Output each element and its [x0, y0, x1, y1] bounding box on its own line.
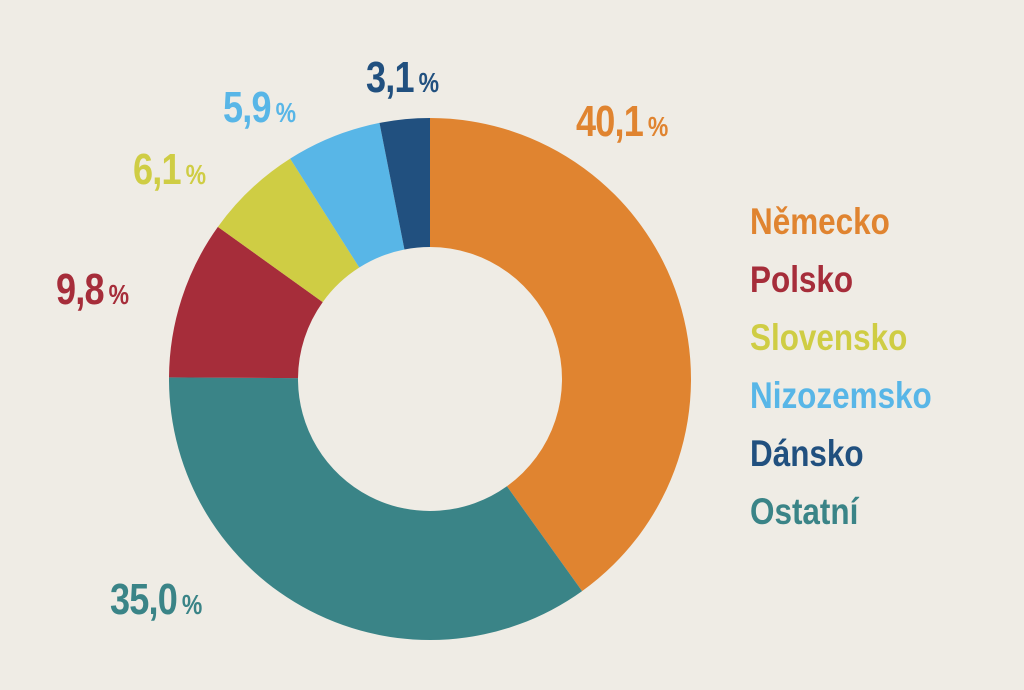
label-value: 9,8 [56, 265, 105, 314]
label-unit: % [275, 97, 296, 128]
slice-nizozemsko [290, 122, 405, 268]
label-value: 6,1 [133, 145, 182, 194]
label-ostatni: 35,0% [110, 575, 202, 624]
label-unit: % [647, 111, 668, 142]
legend: Německo Polsko Slovensko Nizozemsko Dáns… [750, 200, 964, 548]
label-value: 40,1 [576, 97, 644, 146]
slice-ostatní [169, 377, 583, 640]
legend-item-polsko: Polsko [750, 259, 854, 300]
label-unit: % [185, 159, 206, 190]
label-nemecko: 40,1% [576, 97, 668, 146]
label-value: 35,0 [110, 575, 178, 624]
label-polsko: 9,8% [56, 265, 129, 314]
slice-dánsko [379, 118, 430, 250]
slice-polsko [169, 226, 323, 379]
label-slovensko: 6,1% [133, 145, 206, 194]
legend-item-nizozemsko: Nizozemsko [750, 375, 932, 416]
slice-německo [430, 118, 691, 592]
legend-item-slovensko: Slovensko [750, 317, 908, 358]
legend-item-nemecko: Německo [750, 201, 890, 242]
legend-item-ostatni: Ostatní [750, 491, 859, 532]
label-value: 5,9 [223, 83, 272, 132]
label-value: 3,1 [366, 53, 415, 102]
legend-item-dansko: Dánsko [750, 433, 864, 474]
slice-slovensko [217, 158, 360, 303]
label-nizozemsko: 5,9% [223, 83, 296, 132]
label-unit: % [181, 589, 202, 620]
label-unit: % [108, 279, 129, 310]
label-dansko: 3,1% [366, 53, 439, 102]
label-unit: % [418, 67, 439, 98]
